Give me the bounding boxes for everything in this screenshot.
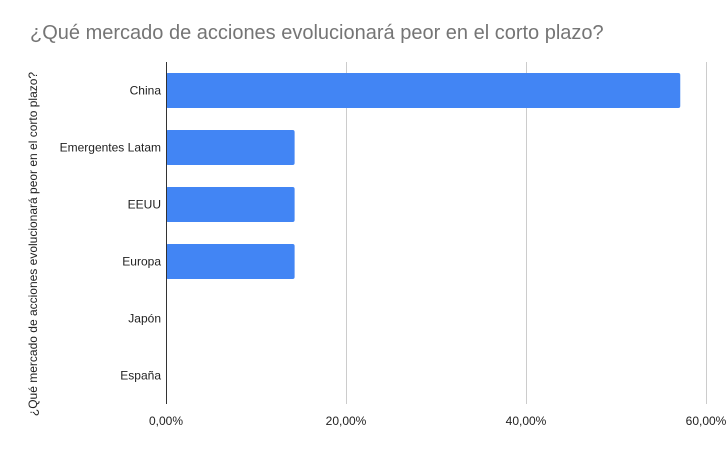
category-label: Japón bbox=[128, 312, 161, 326]
category-labels: China Emergentes Latam EEUU Europa Japón Espa… bbox=[60, 84, 162, 383]
x-tick-label: 20,00% bbox=[326, 414, 367, 428]
category-label: EEUU bbox=[128, 198, 161, 212]
value-tick-labels: 0,00% 20,00% 40,00% 60,00% bbox=[149, 414, 727, 428]
category-label: Europa bbox=[122, 255, 161, 269]
bar-0 bbox=[166, 73, 681, 108]
chart-title: ¿Qué mercado de acciones evolucionará pe… bbox=[30, 22, 604, 44]
x-tick-label: 0,00% bbox=[149, 414, 183, 428]
category-label: Emergentes Latam bbox=[60, 141, 161, 155]
category-label: China bbox=[130, 84, 162, 98]
x-tick-label: 40,00% bbox=[506, 414, 547, 428]
bar-3 bbox=[166, 244, 295, 279]
x-tick-label: 60,00% bbox=[686, 414, 727, 428]
category-label: España bbox=[120, 369, 161, 383]
gridlines bbox=[346, 62, 707, 404]
bars bbox=[166, 73, 681, 279]
bar-2 bbox=[166, 187, 295, 222]
bar-1 bbox=[166, 130, 295, 165]
